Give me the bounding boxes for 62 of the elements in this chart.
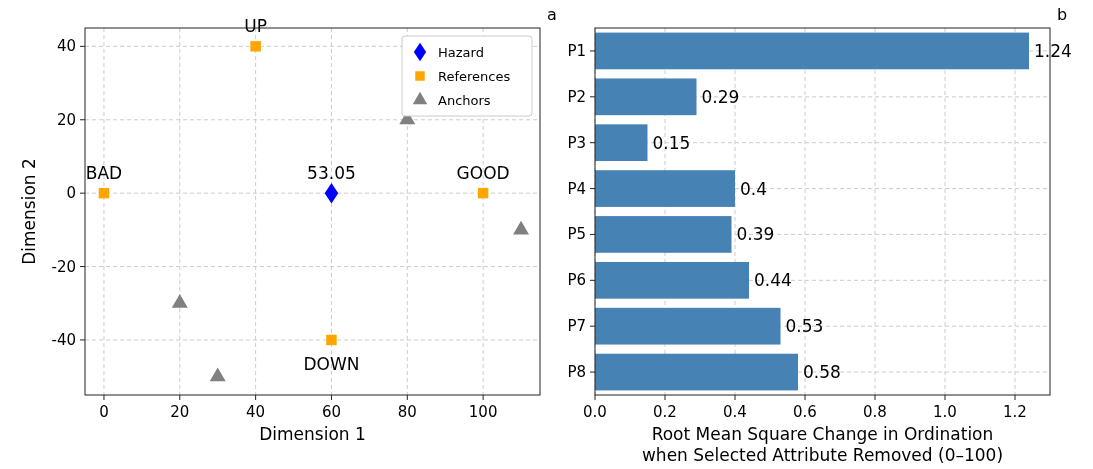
point bbox=[98, 187, 110, 199]
bar bbox=[595, 124, 648, 162]
bar bbox=[595, 353, 798, 391]
annotation: BAD bbox=[85, 163, 123, 184]
x-tick-label: 40 bbox=[246, 403, 266, 421]
data-label: 0.39 bbox=[736, 224, 775, 245]
y-tick-label: -20 bbox=[51, 257, 76, 276]
y-tick-label: -40 bbox=[51, 330, 76, 349]
x-tick-label: 20 bbox=[170, 403, 190, 421]
data-label: 0.4 bbox=[740, 178, 768, 199]
x-tick-label: 0.6 bbox=[793, 403, 817, 421]
bar bbox=[595, 170, 735, 207]
x-tick-label: 0.0 bbox=[583, 403, 607, 421]
x-tick-label: 1.0 bbox=[933, 403, 957, 421]
y-tick-label: P5 bbox=[567, 225, 586, 244]
legend-label: References bbox=[438, 69, 511, 84]
x-tick-label: 0.8 bbox=[863, 403, 887, 421]
x-axis-title: Root Mean Square Change in Ordination when Selected Attribute Removed (0–100) bbox=[641, 424, 1004, 465]
data-label: 1.24 bbox=[1034, 40, 1072, 61]
y-tick-label: P1 bbox=[567, 41, 586, 60]
data-label: 0.15 bbox=[652, 132, 691, 153]
annotation: GOOD bbox=[456, 163, 510, 184]
y-tick-label: P4 bbox=[567, 179, 586, 198]
y-tick-label: 40 bbox=[56, 37, 76, 56]
y-tick-label: P2 bbox=[567, 87, 586, 106]
x-tick-label: 60 bbox=[321, 403, 342, 421]
point bbox=[513, 220, 530, 235]
y-tick-label: P7 bbox=[567, 317, 586, 336]
x-tick-label: 1.2 bbox=[1003, 403, 1027, 421]
annotation: DOWN bbox=[303, 353, 360, 374]
x-tick-label: 0 bbox=[99, 403, 109, 421]
point bbox=[209, 367, 226, 382]
data-label: 0.58 bbox=[803, 362, 841, 383]
x-tick-label: 0.4 bbox=[723, 403, 747, 421]
point bbox=[171, 294, 188, 308]
point bbox=[477, 187, 489, 199]
legend-label: Hazard bbox=[438, 45, 484, 60]
data-label: 0.44 bbox=[754, 270, 792, 291]
x-axis-title: Dimension 1 bbox=[259, 424, 366, 444]
bar bbox=[595, 32, 1029, 70]
x-tick-label: 80 bbox=[397, 403, 417, 421]
text: a bbox=[547, 5, 557, 24]
y-tick-label: P8 bbox=[567, 363, 586, 382]
data-label: 0.29 bbox=[701, 86, 740, 107]
y-tick-label: P3 bbox=[567, 133, 586, 152]
data-label: 0.53 bbox=[785, 316, 824, 337]
point bbox=[250, 41, 261, 52]
y-tick-label: P6 bbox=[567, 271, 586, 290]
y-tick-label: 20 bbox=[56, 110, 76, 129]
bar bbox=[595, 261, 749, 299]
x-tick-label: 0.2 bbox=[653, 403, 677, 421]
annotation: UP bbox=[244, 16, 267, 37]
text: b bbox=[1056, 5, 1068, 24]
legend-label: Anchors bbox=[438, 93, 491, 108]
x-tick-label: 100 bbox=[468, 403, 498, 421]
annotation: 53.05 bbox=[307, 163, 356, 184]
bar bbox=[595, 216, 732, 253]
bar bbox=[595, 78, 697, 116]
y-tick-label: 0 bbox=[66, 184, 76, 203]
y-axis-title: Dimension 2 bbox=[19, 158, 39, 265]
point bbox=[326, 334, 337, 346]
bar bbox=[595, 307, 781, 345]
